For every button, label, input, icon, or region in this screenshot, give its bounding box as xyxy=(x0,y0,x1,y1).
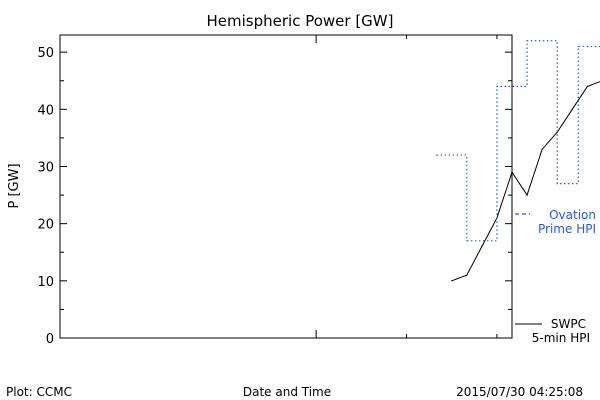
y-axis-label: P [GW] xyxy=(7,163,22,208)
legend-label-swpc-line1: SWPC xyxy=(551,317,586,331)
swpc-point xyxy=(451,280,453,282)
ovation-prime-point xyxy=(556,183,558,185)
swpc-point xyxy=(586,85,588,88)
series-layer xyxy=(436,40,600,282)
chart-title: Hemispheric Power [GW] xyxy=(207,12,394,30)
y-tick-label: 40 xyxy=(37,103,54,118)
swpc-point xyxy=(481,245,483,248)
plot-frame xyxy=(59,34,513,339)
ovation-prime-point xyxy=(526,40,528,42)
y-tick-label: 0 xyxy=(46,332,54,347)
ovation-prime-point xyxy=(496,85,498,88)
y-tick-label: 50 xyxy=(37,46,54,61)
ovation-prime-point xyxy=(436,154,438,156)
footer-plot-credit: Plot: CCMC xyxy=(6,385,72,399)
y-tick-label: 30 xyxy=(37,160,54,175)
ovation-prime-series-line xyxy=(436,40,600,242)
y-tick-label: 10 xyxy=(37,275,54,290)
ovation-prime-point xyxy=(466,240,468,242)
x-axis-ticks: 12:00Jul270:00Jul2812:00Jul280:00Jul2912… xyxy=(315,35,498,338)
legend-label-ovation-line1: Ovation xyxy=(549,208,596,222)
footer-timestamp: 2015/07/30 04:25:08 xyxy=(456,385,583,399)
y-tick-label: 20 xyxy=(37,218,54,233)
x-axis-label: Date and Time xyxy=(243,385,331,399)
swpc-point xyxy=(526,194,528,196)
swpc-point xyxy=(466,274,468,276)
legend-label-ovation-line2: Prime HPI xyxy=(538,222,596,236)
swpc-point xyxy=(556,131,558,133)
swpc-point xyxy=(571,108,573,110)
y-axis-ticks: 0 10 20 30 40 50 xyxy=(37,46,512,347)
ovation-prime-point xyxy=(577,45,579,48)
swpc-point xyxy=(541,148,543,150)
legend-label-swpc-line2: 5-min HPI xyxy=(532,331,590,345)
swpc-point xyxy=(511,171,513,173)
